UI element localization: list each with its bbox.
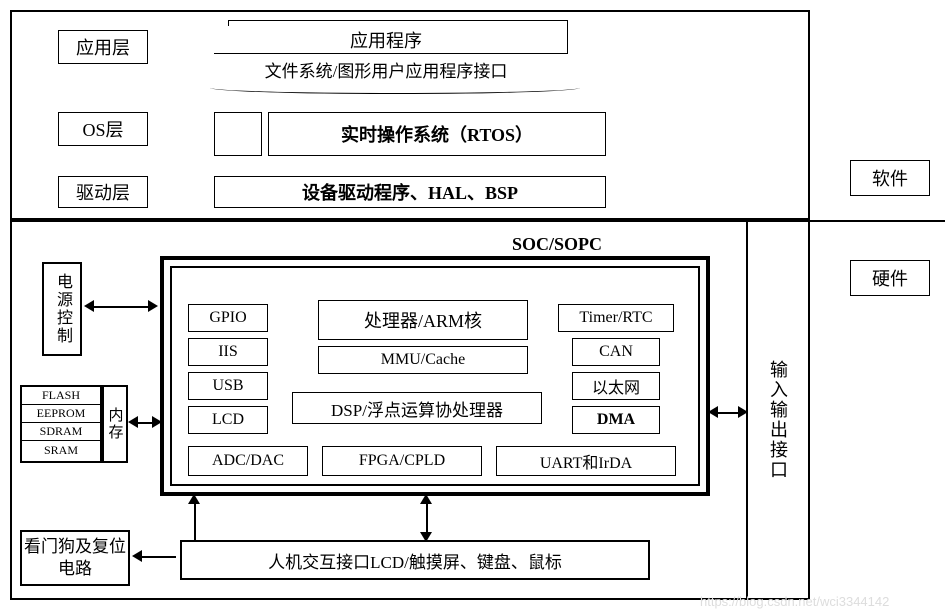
mem-item-sdram: SDRAM [22,423,100,441]
soc-left-gpio: GPIO [188,304,268,332]
arrow-wd-h [140,556,176,558]
io-interface-label: 输入输出接口 [756,320,800,520]
hardware-label: 硬件 [850,260,930,296]
sw-hw-divider [810,220,945,222]
arrow-wd-h-lhead [132,550,142,562]
app-stack-bottom: 文件系统/图形用户应用程序接口 [214,54,558,84]
watchdog: 看门狗及复位电路 [20,530,130,586]
arrow-soc-io-rhead [738,406,748,418]
soc-right-can: CAN [572,338,660,366]
soc-mid-dsp: DSP/浮点运算协处理器 [292,392,542,424]
arrow-soc-hmi-uhead [420,494,432,504]
soc-right-timer: Timer/RTC [558,304,674,332]
watermark: https://blog.csdn.net/wci3344142 [700,594,889,609]
soc-title: SOC/SOPC [512,232,652,256]
power-ctrl: 电源控制 [42,262,82,356]
soc-mid-fpga: FPGA/CPLD [322,446,482,476]
arrow-power-soc [92,306,150,308]
os-main: 实时操作系统（RTOS） [268,112,606,156]
soc-left-lcd: LCD [188,406,268,434]
app-stack-top: 应用程序 [214,26,558,54]
arrow-mem-soc-lhead [128,416,138,428]
soc-right-eth: 以太网 [572,372,660,400]
arrow-power-soc-rhead [148,300,158,312]
soc-right-uart: UART和IrDA [496,446,676,476]
app-layer-label: 应用层 [58,30,148,64]
soc-mid-cpu: 处理器/ARM核 [318,300,528,340]
mem-item-eeprom: EEPROM [22,405,100,423]
mem-item-sram: SRAM [22,441,100,459]
mem-item-flash: FLASH [22,387,100,405]
soc-right-dma: DMA [572,406,660,434]
arrow-power-soc-lhead [84,300,94,312]
driver-layer-label: 驱动层 [58,176,148,208]
os-layer-label: OS层 [58,112,148,146]
arrow-soc-io-lhead [708,406,718,418]
mem-side-label: 内存 [102,385,128,463]
soc-left-iis: IIS [188,338,268,366]
driver-main: 设备驱动程序、HAL、BSP [214,176,606,208]
software-label: 软件 [850,160,930,196]
power-ctrl-label: 电源控制 [50,273,74,345]
arrow-wd-v [194,500,196,540]
arrow-wd-v-uhead [188,494,200,504]
soc-left-usb: USB [188,372,268,400]
arrow-soc-hmi [426,500,428,536]
mem-side-text: 内存 [105,407,126,441]
hmi: 人机交互接口LCD/触摸屏、键盘、鼠标 [180,540,650,580]
soc-left-adc: ADC/DAC [188,446,308,476]
soc-mid-mmu: MMU/Cache [318,346,528,374]
arrow-mem-soc-rhead [152,416,162,428]
os-side-box [214,112,262,156]
arrow-soc-hmi-dhead [420,532,432,542]
